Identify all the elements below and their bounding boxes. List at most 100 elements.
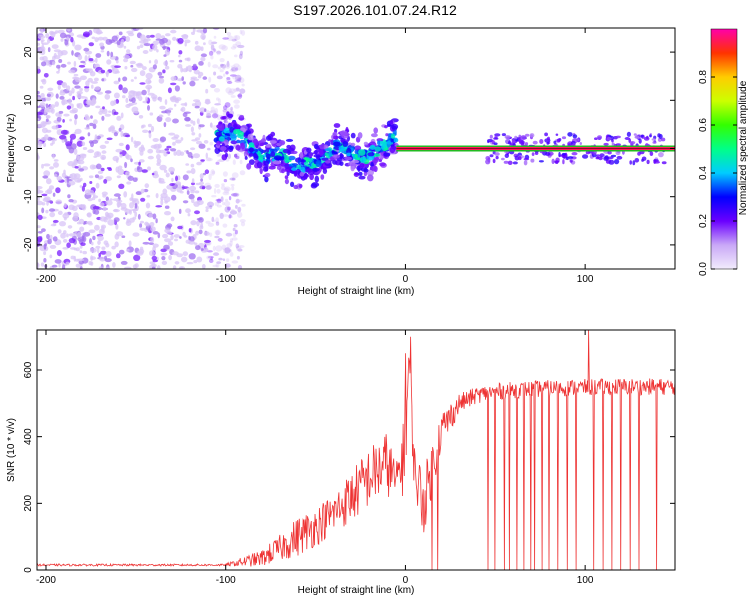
noise-blob xyxy=(198,133,202,138)
noise-blob xyxy=(118,165,123,170)
noise-blob xyxy=(133,111,140,114)
noise-blob xyxy=(101,150,107,154)
noise-blob xyxy=(158,181,166,184)
carrier-sideband-blob xyxy=(634,158,640,163)
noise-blob xyxy=(159,97,162,103)
noise-blob xyxy=(200,178,204,182)
noise-blob xyxy=(81,141,86,147)
noise-blob xyxy=(102,194,107,198)
noise-blob xyxy=(70,143,77,150)
ridge-blob xyxy=(386,140,391,145)
y-tick-label: 200 xyxy=(23,495,34,512)
noise-blob xyxy=(42,42,49,45)
noise-blob xyxy=(78,218,85,225)
noise-blob xyxy=(95,105,101,109)
noise-blob xyxy=(235,41,242,47)
colorbar: 0.0 0.2 0.4 0.6 0.8 Normalized spectral ampl… xyxy=(698,28,749,276)
carrier-sideband-blob xyxy=(544,132,548,137)
ridge-blob xyxy=(377,140,381,145)
noise-blob xyxy=(172,36,177,41)
noise-blob xyxy=(42,175,49,179)
ridge-blob xyxy=(262,166,269,172)
noise-blob xyxy=(99,256,106,262)
noise-blob xyxy=(202,76,208,80)
noise-blob xyxy=(197,75,202,79)
noise-blob xyxy=(201,264,206,269)
noise-blob xyxy=(40,39,45,42)
noise-blob xyxy=(58,59,63,63)
noise-blob xyxy=(45,118,49,122)
noise-blob xyxy=(68,69,76,74)
noise-blob xyxy=(118,183,125,189)
noise-blob xyxy=(213,88,221,93)
noise-blob xyxy=(211,216,215,222)
noise-blob xyxy=(81,36,87,39)
carrier-sideband-blob xyxy=(603,142,609,146)
noise-blob xyxy=(68,180,76,186)
ridge-blob xyxy=(281,168,285,174)
noise-blob xyxy=(138,115,144,119)
carrier-sideband-blob xyxy=(615,135,621,139)
carrier-sideband-blob xyxy=(501,157,505,161)
spectrogram-ridge xyxy=(213,111,667,190)
carrier-sideband-blob xyxy=(603,156,609,161)
noise-blob xyxy=(113,99,117,106)
ridge-blob xyxy=(296,164,302,171)
noise-blob xyxy=(163,244,170,250)
noise-blob xyxy=(144,183,150,189)
carrier-sideband-blob xyxy=(632,160,636,166)
ridge-blob xyxy=(286,144,292,149)
noise-blob xyxy=(76,140,84,147)
noise-blob xyxy=(142,66,147,71)
noise-blob xyxy=(223,179,228,183)
noise-blob xyxy=(227,153,231,159)
noise-blob xyxy=(39,85,44,89)
noise-blob xyxy=(229,177,235,181)
noise-blob xyxy=(240,221,246,227)
noise-blob xyxy=(41,106,46,110)
carrier-sideband-blob xyxy=(649,134,652,138)
noise-blob xyxy=(151,94,158,100)
noise-blob xyxy=(230,74,237,77)
noise-blob xyxy=(171,194,177,201)
noise-blob xyxy=(40,136,48,141)
noise-blob xyxy=(37,34,46,40)
noise-blob xyxy=(166,184,173,190)
noise-blob xyxy=(41,163,44,169)
noise-blob xyxy=(47,238,52,245)
noise-blob xyxy=(118,249,125,255)
noise-blob xyxy=(83,182,87,188)
noise-blob xyxy=(84,127,91,130)
carrier-sideband-blob xyxy=(608,159,615,165)
noise-blob xyxy=(58,262,61,268)
noise-blob xyxy=(77,161,81,164)
noise-blob xyxy=(99,202,105,207)
noise-blob xyxy=(113,132,118,137)
noise-blob xyxy=(229,210,238,215)
ridge-blob xyxy=(284,178,289,185)
ridge-blob xyxy=(350,165,355,172)
noise-blob xyxy=(89,181,93,184)
carrier-sideband-blob xyxy=(493,137,499,140)
y-tick-label: 20 xyxy=(23,46,34,58)
noise-blob xyxy=(193,260,198,264)
noise-blob xyxy=(101,115,105,121)
colorbar-gradient xyxy=(710,28,738,270)
noise-blob xyxy=(118,77,121,82)
noise-blob xyxy=(197,71,204,77)
noise-blob xyxy=(196,217,203,221)
carrier-sideband-blob xyxy=(504,153,509,158)
noise-blob xyxy=(122,95,126,99)
noise-blob xyxy=(195,230,199,236)
ridge-blob xyxy=(264,172,271,178)
noise-blob xyxy=(236,255,240,260)
colorbar-label: Normalized spectral amplitude xyxy=(738,80,749,215)
noise-blob xyxy=(147,123,152,128)
noise-blob xyxy=(64,39,69,46)
ridge-blob xyxy=(299,171,305,177)
noise-blob xyxy=(139,70,146,77)
noise-blob xyxy=(92,205,100,210)
noise-blob xyxy=(136,93,139,99)
noise-blob xyxy=(194,210,200,215)
